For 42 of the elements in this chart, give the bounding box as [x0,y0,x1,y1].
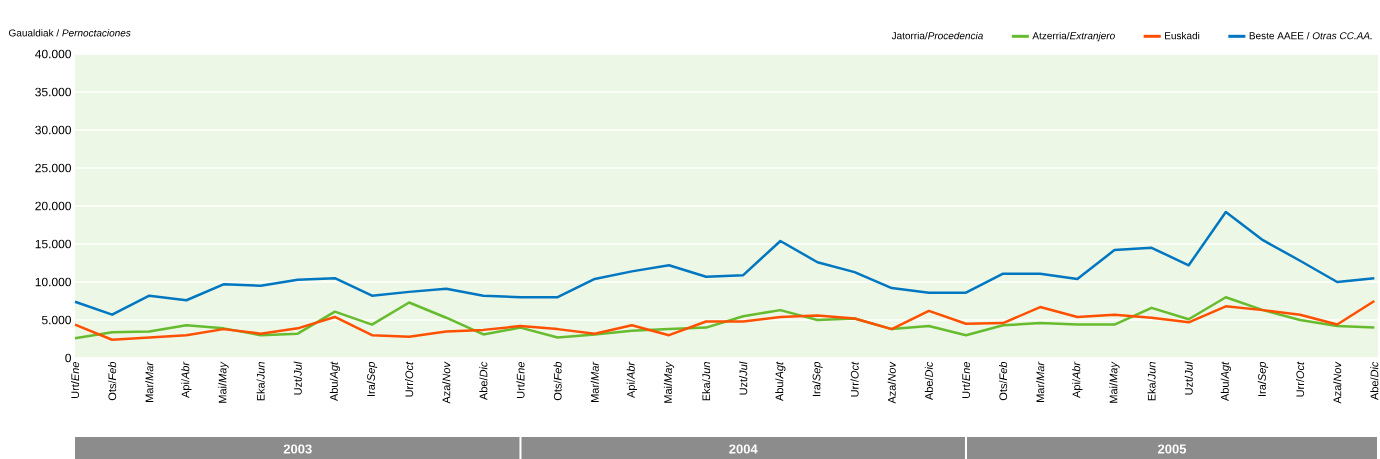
x-tick-label: Aza/Nov [442,361,451,404]
text: 2005 [1157,444,1187,454]
y-tick-label: 10.000 [35,277,72,287]
y-tick-label: 0 [65,353,72,363]
x-tick-label: Ots/Feb [999,361,1008,401]
legend-label: Euskadi [1165,31,1200,40]
y-tick-label: 25.000 [35,163,72,173]
line-series [73,210,1376,316]
y-tick-label: 15.000 [35,239,72,249]
x-tick-label: Urr/Oct [405,361,414,397]
x-tick-label: Urr/Oct [850,361,859,397]
x-tick-label: Mar/Mar [590,361,599,402]
x-tick-label: Mai/May [218,361,229,403]
x-tick-label: Abe/Dic [479,361,488,401]
x-tick-label: Aza/Nov [1333,361,1342,404]
y-tick-label: 20.000 [35,201,72,211]
x-tick-label: Urt/Ene [516,361,525,398]
y-tick-label: 40.000 [35,49,72,59]
y-tick-label: 5.000 [41,315,72,325]
x-tick-label: Mai/May [663,361,675,403]
x-tick-label: Abe/Dic [924,361,933,401]
x-tick-label: Aza/Nov [887,361,896,404]
y-tick-label: 35.000 [35,87,72,97]
y-tick-label: 30.000 [35,125,72,135]
text: 2004 [729,444,758,454]
x-tick-label: Urt/Ene [70,361,80,398]
legend-label: Atzerria/Extranjero [1032,31,1115,42]
legend-title: Jatorria/Procedencia [891,31,983,40]
x-tick-label: Ira/Sep [812,361,823,396]
x-tick-label: Ots/Feb [108,361,117,401]
legend-label: Beste AAEE / Otras CC.AA. [1249,31,1372,40]
x-tick-label: Ots/Feb [553,361,562,401]
x-tick-label: Ira/Sep [1257,361,1269,396]
x-tick-label: Urr/Oct [1296,361,1305,397]
x-tick-label: Urt/Ene [961,361,971,398]
x-tick-label: Mar/Mar [145,361,154,402]
x-tick-label: Ira/Sep [366,361,378,396]
x-tick-label: Mai/May [1109,361,1120,403]
y-axis-title: Gaualdiak / Pernoctaciones [9,29,131,37]
text: 2003 [283,444,312,454]
x-tick-label: Mar/Mar [1036,361,1045,402]
x-tick-label: Abe/Dic [1370,361,1379,401]
